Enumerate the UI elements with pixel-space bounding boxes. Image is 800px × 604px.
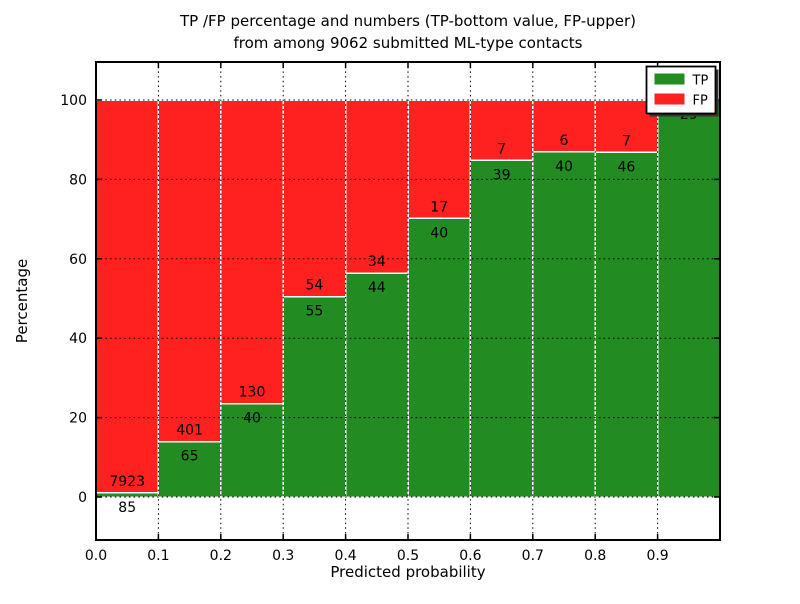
legend-label-fp: FP — [693, 94, 708, 109]
tp-bar-segment — [407, 217, 472, 498]
fp-count-label: 401 — [176, 423, 203, 439]
fp-count-label: 130 — [239, 385, 266, 401]
x-tick-label: 0.8 — [584, 548, 606, 564]
x-tick-label: 0.5 — [397, 548, 419, 564]
axes-layer: 0 20 40 60 80 100 0.0 0.1 0.2 0.3 0.4 0.5 0.6 0.7 0.8 0… — [60, 61, 721, 564]
fp-bar-segment — [157, 99, 222, 443]
y-tick-label: 20 — [69, 411, 87, 427]
x-tick-label: 0.6 — [459, 548, 481, 564]
fp-count-label: 54 — [305, 278, 323, 294]
fp-bar-segment — [532, 99, 596, 153]
tp-bar-segment — [656, 99, 721, 498]
fp-bar-segment — [95, 99, 160, 494]
tp-bar-segment — [282, 295, 347, 498]
x-axis-label: Predicted probability — [330, 563, 485, 581]
chart-title-line1: TP /FP percentage and numbers (TP-bottom… — [179, 12, 636, 30]
tp-count-label: 44 — [368, 280, 386, 296]
tp-count-label: 55 — [305, 304, 323, 320]
fp-bar-segment — [344, 99, 409, 274]
x-tick-label: 0.0 — [85, 548, 107, 564]
x-tick-label: 0.7 — [522, 548, 544, 564]
legend-label-tp: TP — [692, 74, 709, 89]
x-tick-label: 0.1 — [147, 548, 169, 564]
tp-bar-segment — [594, 151, 659, 498]
tp-bar-segment — [469, 159, 534, 498]
tp-count-label: 40 — [430, 225, 448, 241]
fp-bar-segment — [282, 99, 347, 298]
fp-count-label: 34 — [368, 254, 386, 270]
tp-count-label: 65 — [181, 449, 199, 465]
y-tick-label: 80 — [69, 172, 87, 188]
x-tick-label: 0.3 — [272, 548, 294, 564]
tp-count-label: 40 — [243, 411, 261, 427]
tp-count-label: 46 — [617, 159, 635, 175]
fp-count-label: 17 — [430, 199, 448, 215]
chart-title-line2: from among 9062 submitted ML-type contac… — [234, 34, 583, 52]
x-tick-label: 0.4 — [334, 548, 356, 564]
y-tick-label: 40 — [69, 331, 87, 347]
tp-count-label: 40 — [555, 159, 573, 175]
y-tick-label: 60 — [69, 252, 87, 268]
fp-count-label: 7923 — [109, 474, 145, 490]
tp-bar-segment — [532, 151, 596, 498]
fp-bar-segment — [220, 99, 284, 405]
y-tick-label: 0 — [78, 490, 87, 506]
legend: TP FP — [645, 65, 719, 117]
tp-bar-segment — [157, 440, 222, 498]
annotations-layer: 792385401651304054553444174073964074629 — [109, 107, 697, 516]
legend-swatch-fp-icon — [654, 93, 685, 105]
fp-bar-segment — [407, 99, 472, 220]
tp-count-label: 39 — [493, 167, 511, 183]
gridlines-layer — [96, 62, 720, 540]
fp-count-label: 7 — [622, 133, 631, 149]
x-tick-label: 0.9 — [646, 548, 668, 564]
tp-count-label: 85 — [118, 500, 136, 516]
fp-count-label: 7 — [497, 141, 506, 157]
x-tick-label: 0.2 — [210, 548, 232, 564]
fp-count-label: 6 — [560, 133, 569, 149]
legend-swatch-tp-icon — [654, 73, 685, 85]
y-tick-label: 100 — [60, 93, 87, 109]
tp-bar-segment — [344, 272, 409, 498]
y-axis-label: Percentage — [13, 259, 31, 343]
